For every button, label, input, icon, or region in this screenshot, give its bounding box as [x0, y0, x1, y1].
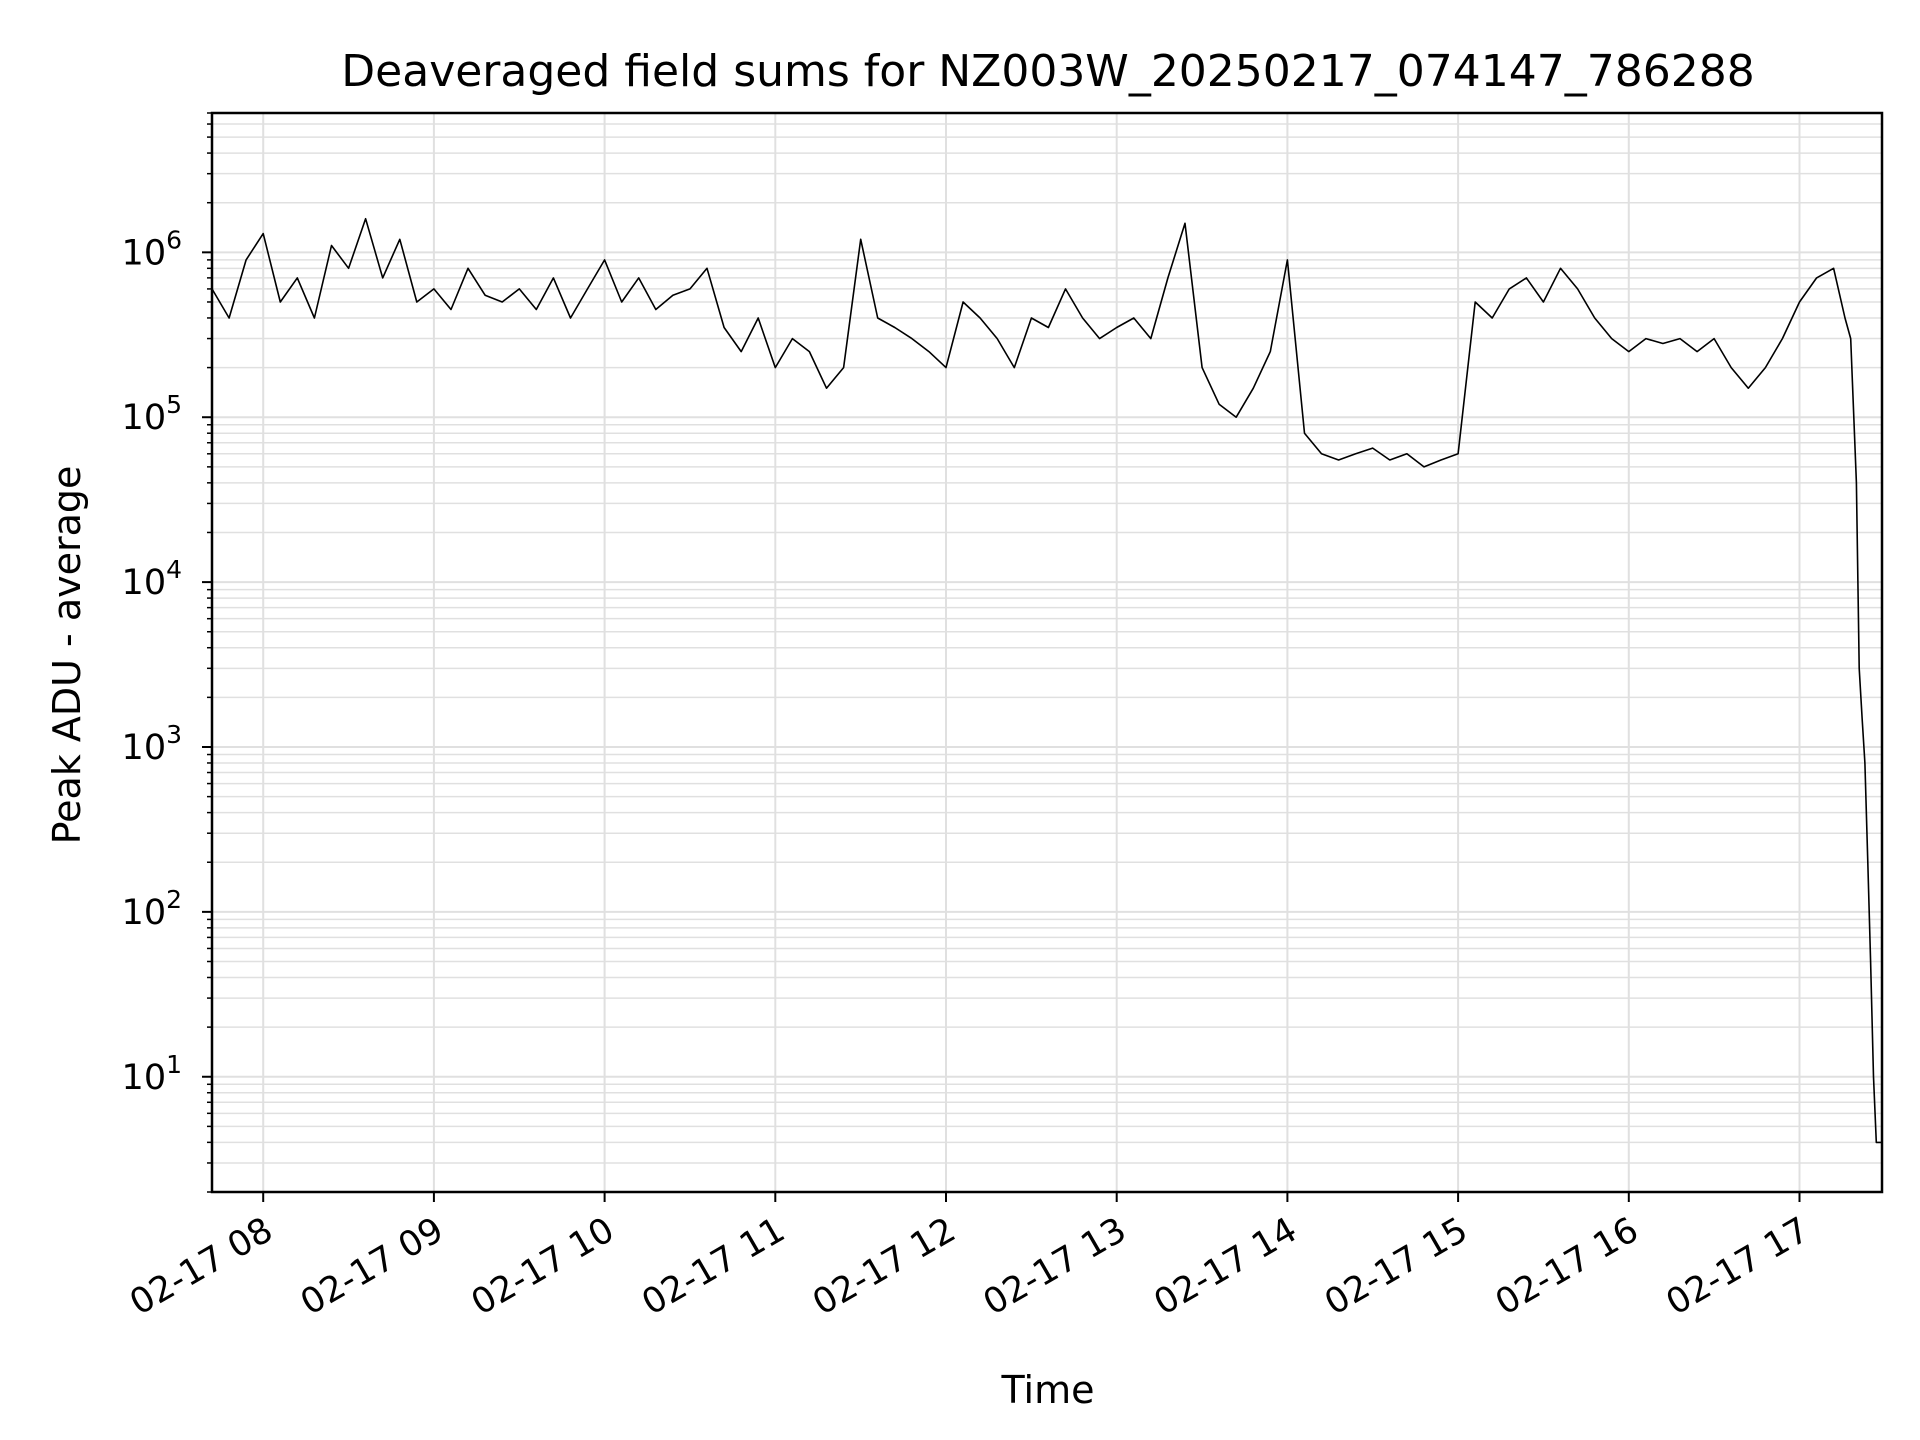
y-tick-label-base: 10	[122, 233, 167, 273]
y-tick-label: 103	[122, 720, 182, 768]
grid	[212, 112, 1882, 1193]
y-tick-label-exponent: 4	[166, 555, 182, 584]
y-tick-label-exponent: 5	[166, 390, 182, 419]
y-tick-label: 101	[122, 1050, 182, 1098]
y-tick-label-base: 10	[122, 1058, 167, 1098]
plot-frame	[210, 111, 1884, 1194]
y-tick-label-exponent: 6	[166, 225, 182, 254]
axis-ticks	[202, 112, 1801, 1202]
series-line	[211, 217, 1882, 1144]
y-tick-label: 106	[122, 225, 182, 273]
x-axis-label: Time	[1001, 1368, 1095, 1412]
series	[211, 217, 1882, 1144]
y-tick-label-base: 10	[122, 728, 167, 768]
y-tick-label-exponent: 2	[166, 885, 182, 914]
y-tick-label-base: 10	[122, 563, 167, 603]
y-tick-label: 104	[122, 555, 182, 603]
y-tick-label-base: 10	[122, 893, 167, 933]
y-tick-label-exponent: 3	[166, 720, 182, 749]
y-tick-label-base: 10	[122, 398, 167, 438]
y-tick-label: 102	[122, 885, 182, 933]
y-axis-label: Peak ADU - average	[45, 466, 89, 845]
y-tick-label-exponent: 1	[166, 1050, 182, 1079]
chart-title: Deaveraged field sums for NZ003W_2025021…	[341, 46, 1754, 97]
y-tick-label: 105	[122, 390, 182, 438]
